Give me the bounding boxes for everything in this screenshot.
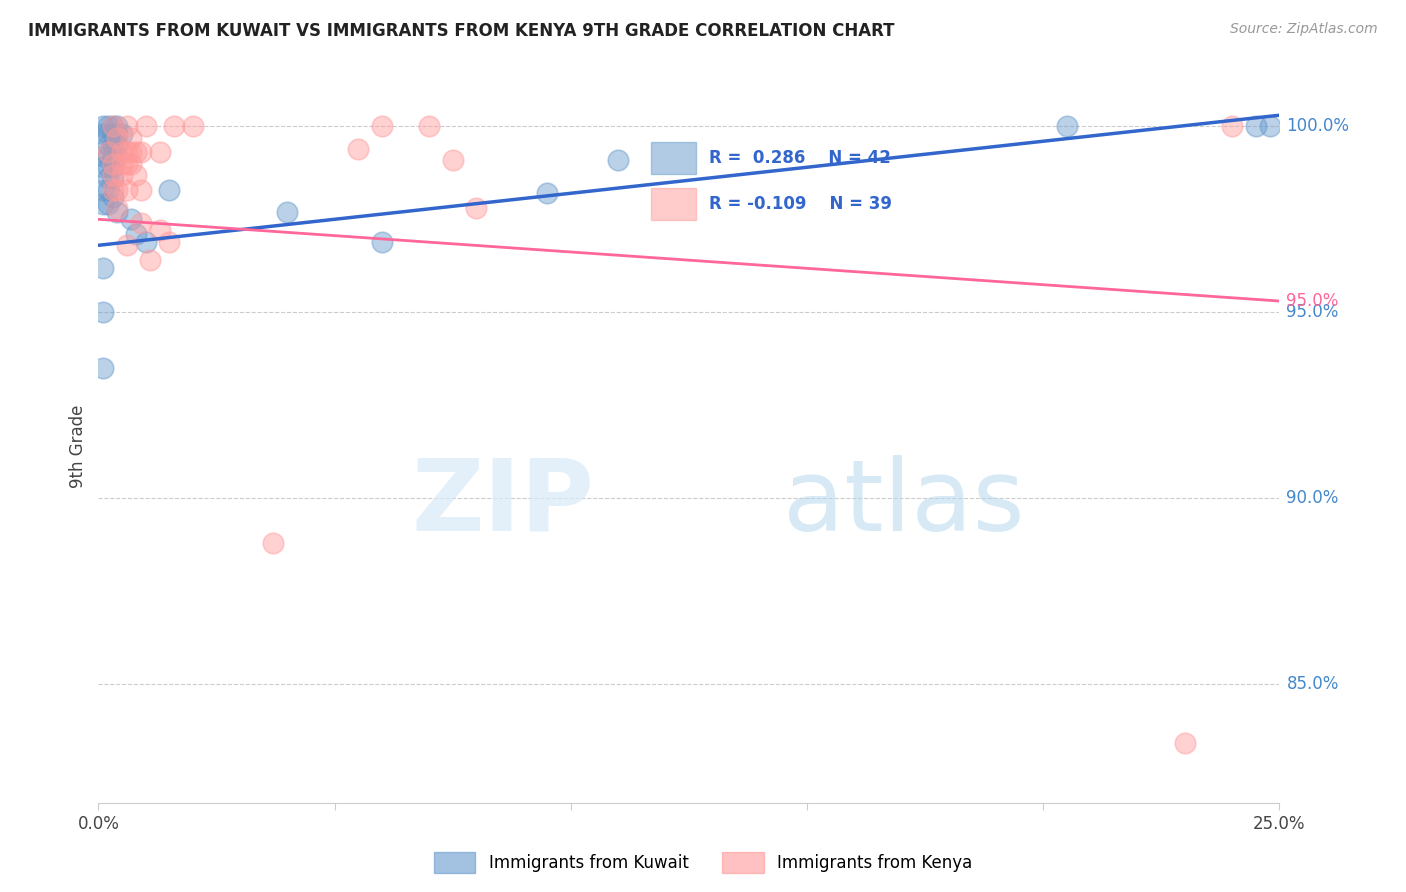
Point — [91, 197, 114, 211]
Point — [347, 142, 370, 156]
Point — [262, 535, 284, 549]
Point — [97, 145, 120, 160]
Point — [105, 130, 128, 145]
Point — [111, 168, 134, 182]
Point — [129, 216, 152, 230]
Point — [125, 145, 148, 160]
Point — [97, 197, 120, 211]
FancyBboxPatch shape — [651, 188, 696, 220]
Point — [105, 137, 128, 152]
Point — [121, 212, 143, 227]
Point — [101, 160, 124, 174]
Point — [371, 235, 394, 249]
Point — [115, 156, 138, 170]
Point — [157, 182, 180, 196]
Text: Source: ZipAtlas.com: Source: ZipAtlas.com — [1230, 22, 1378, 37]
Point — [121, 145, 143, 160]
Text: 95.0%: 95.0% — [1286, 303, 1339, 321]
Point — [149, 145, 172, 160]
Point — [101, 182, 124, 196]
Point — [139, 253, 162, 268]
Point — [97, 137, 120, 152]
Text: 90.0%: 90.0% — [1286, 489, 1339, 507]
Point — [1258, 120, 1281, 134]
Point — [101, 171, 124, 186]
Point — [135, 120, 157, 134]
Point — [101, 156, 124, 170]
Point — [91, 182, 114, 196]
Text: atlas: atlas — [783, 455, 1025, 551]
Point — [91, 127, 114, 141]
Point — [91, 120, 114, 134]
Point — [371, 120, 394, 134]
Point — [101, 168, 124, 182]
Point — [105, 204, 128, 219]
Point — [418, 120, 440, 134]
Point — [121, 130, 143, 145]
Point — [101, 120, 124, 134]
Point — [105, 127, 128, 141]
Point — [101, 120, 124, 134]
FancyBboxPatch shape — [651, 142, 696, 174]
Point — [91, 160, 114, 174]
Point — [181, 120, 204, 134]
Point — [115, 238, 138, 252]
Point — [101, 190, 124, 204]
Point — [97, 182, 120, 196]
Text: ZIP: ZIP — [412, 455, 595, 551]
Point — [97, 171, 120, 186]
Point — [1244, 120, 1267, 134]
Point — [465, 201, 488, 215]
Point — [607, 153, 630, 167]
Point — [111, 127, 134, 141]
Text: 100.0%: 100.0% — [1286, 118, 1350, 136]
Point — [105, 182, 128, 196]
Point — [276, 204, 298, 219]
Point — [441, 153, 464, 167]
Point — [101, 127, 124, 141]
Point — [157, 235, 180, 249]
Point — [91, 260, 114, 275]
Point — [115, 182, 138, 196]
Y-axis label: 9th Grade: 9th Grade — [69, 404, 87, 488]
Point — [129, 145, 152, 160]
Point — [536, 186, 558, 201]
Point — [97, 120, 120, 134]
Point — [91, 305, 114, 319]
Point — [1220, 120, 1243, 134]
Point — [111, 145, 134, 160]
Point — [97, 127, 120, 141]
Point — [125, 227, 148, 241]
Point — [149, 223, 172, 237]
Point — [91, 149, 114, 163]
Point — [97, 149, 120, 163]
Point — [1056, 120, 1078, 134]
Text: R = -0.109    N = 39: R = -0.109 N = 39 — [709, 195, 891, 213]
Point — [105, 120, 128, 134]
Point — [135, 235, 157, 249]
Point — [91, 360, 114, 375]
Point — [115, 145, 138, 160]
Text: R =  0.286    N = 42: R = 0.286 N = 42 — [709, 149, 890, 167]
Text: 95.0%: 95.0% — [1286, 292, 1339, 310]
Point — [163, 120, 186, 134]
Legend: Immigrants from Kuwait, Immigrants from Kenya: Immigrants from Kuwait, Immigrants from … — [427, 846, 979, 880]
Text: 85.0%: 85.0% — [1286, 675, 1339, 693]
Point — [101, 149, 124, 163]
Point — [129, 182, 152, 196]
Text: IMMIGRANTS FROM KUWAIT VS IMMIGRANTS FROM KENYA 9TH GRADE CORRELATION CHART: IMMIGRANTS FROM KUWAIT VS IMMIGRANTS FRO… — [28, 22, 894, 40]
Point — [115, 120, 138, 134]
Point — [125, 168, 148, 182]
Point — [111, 156, 134, 170]
Point — [121, 156, 143, 170]
Point — [105, 201, 128, 215]
Point — [1174, 736, 1197, 750]
Point — [101, 137, 124, 152]
Point — [97, 160, 120, 174]
Point — [105, 149, 128, 163]
